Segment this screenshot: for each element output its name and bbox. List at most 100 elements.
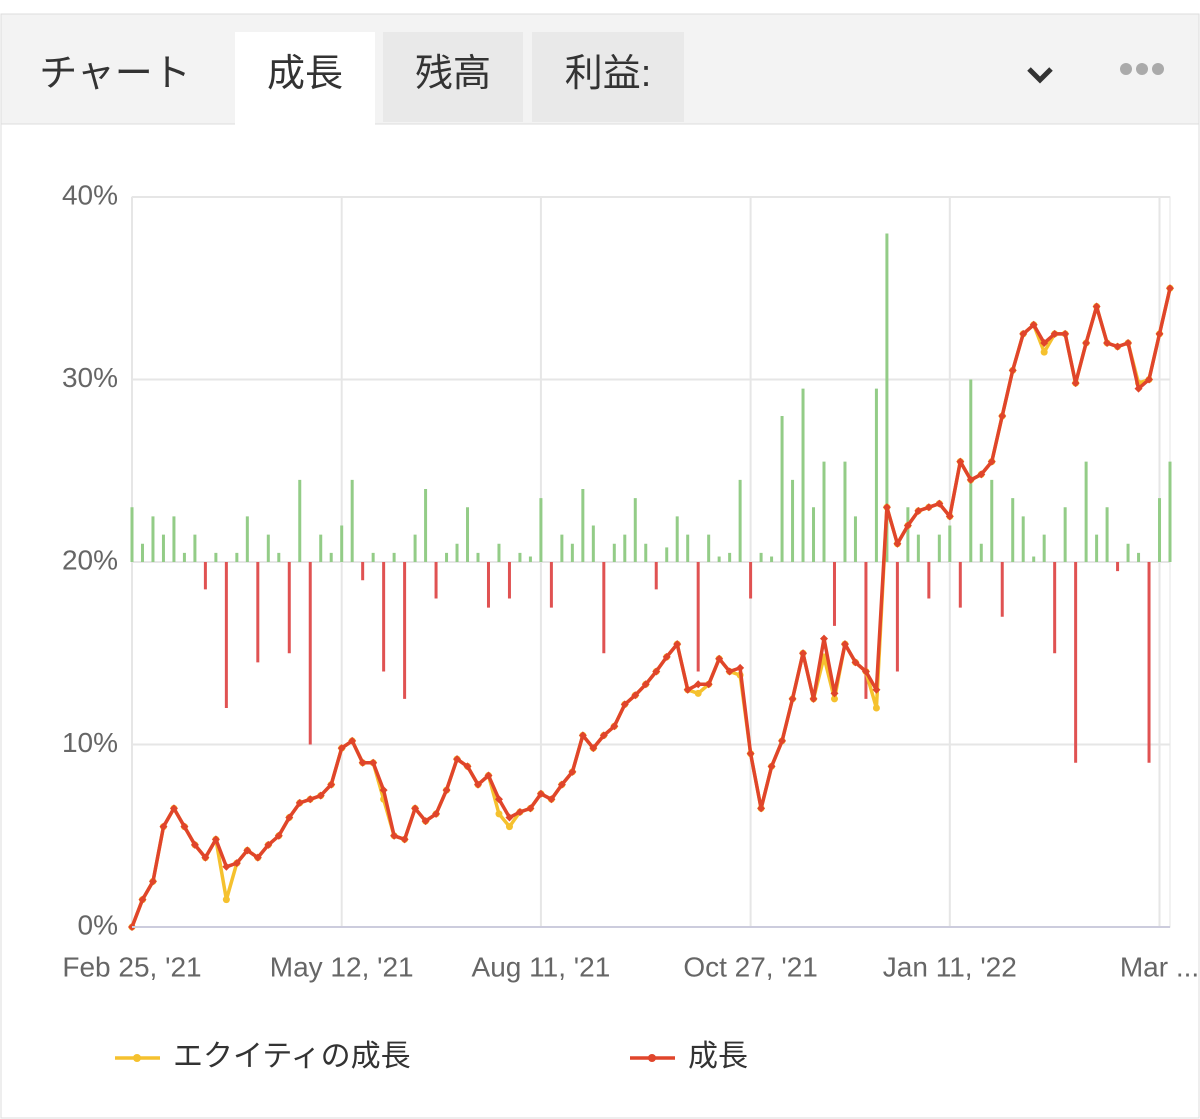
point [652, 667, 661, 676]
point [662, 652, 671, 661]
profit-bar [476, 552, 480, 562]
profit-bar [245, 516, 249, 562]
dot [1136, 63, 1148, 75]
profit-bar [224, 562, 228, 708]
point [1113, 342, 1122, 351]
profit-bar [1074, 562, 1078, 763]
profit-bar [507, 562, 511, 599]
point [295, 798, 304, 807]
more-icon[interactable] [1120, 63, 1164, 75]
point [463, 762, 472, 771]
profit-bar [340, 525, 344, 562]
profit-bar [1063, 507, 1067, 562]
point [495, 810, 503, 818]
profit-bar [948, 525, 952, 562]
profit-bar [612, 543, 616, 562]
profit-bar [759, 552, 763, 562]
legend-label: 成長 [688, 1040, 748, 1073]
point [201, 853, 210, 862]
point [264, 840, 273, 849]
profit-bar [424, 489, 428, 562]
profit-bar [581, 489, 585, 562]
y-tick-label: 20% [62, 544, 118, 575]
profit-bar [1011, 498, 1015, 562]
profit-bar [203, 562, 207, 590]
profit-bar [990, 479, 994, 562]
tab-label[interactable]: 残高 [415, 53, 491, 95]
profit-bar [466, 507, 470, 562]
profit-bar [623, 534, 627, 562]
profit-bar [864, 562, 868, 699]
x-tick-label: Mar ... [1120, 951, 1199, 982]
profit-bar [874, 388, 878, 562]
point [253, 853, 262, 862]
point [956, 457, 965, 466]
profit-bar [696, 562, 700, 672]
dropdown-icon[interactable] [1027, 67, 1053, 84]
x-tick-label: May 12, '21 [270, 951, 414, 982]
legend-marker [648, 1054, 656, 1062]
series-line [130, 287, 1172, 928]
profit-bar [602, 562, 606, 654]
profit-bar [1021, 516, 1025, 562]
profit-bar [707, 534, 711, 562]
profit-bar [549, 562, 553, 608]
profit-bar [812, 507, 816, 562]
tab-label[interactable]: 成長 [267, 53, 343, 95]
point [1050, 329, 1059, 338]
point [903, 521, 912, 530]
bars [130, 233, 1172, 763]
point [1040, 348, 1048, 356]
point [148, 877, 157, 886]
profit-bar [371, 552, 375, 562]
point [1082, 339, 1091, 347]
point [935, 499, 944, 508]
point [1155, 329, 1164, 338]
profit-bar [497, 543, 501, 562]
point [683, 685, 692, 694]
profit-bar [361, 562, 365, 581]
point [882, 503, 891, 512]
tab[interactable] [383, 32, 523, 122]
tab-label[interactable]: チャート [39, 53, 191, 95]
profit-bar [382, 562, 386, 672]
x-tick-label: Oct 27, '21 [683, 951, 818, 982]
profit-bar [308, 562, 312, 745]
profit-bar [350, 479, 354, 562]
point [820, 634, 828, 643]
profit-bar [172, 516, 176, 562]
profit-bar [979, 543, 983, 562]
profit-bar [1105, 507, 1109, 562]
profit-bar [277, 552, 281, 562]
point [1092, 302, 1101, 311]
tab[interactable] [532, 32, 684, 122]
point [211, 835, 220, 844]
x-tick-label: Jan 11, '22 [883, 951, 1017, 982]
profit-bar [958, 562, 962, 608]
point [1019, 329, 1028, 338]
profit-bar [392, 552, 396, 562]
profit-bar [298, 479, 302, 562]
point [830, 695, 838, 703]
point [746, 749, 755, 758]
y-tick-label: 0% [78, 909, 118, 940]
point [924, 503, 933, 512]
point [1166, 284, 1174, 293]
profit-bar [1000, 562, 1004, 617]
tab-label[interactable]: 利益: [565, 53, 652, 95]
profit-bar [780, 416, 784, 562]
point [736, 663, 745, 672]
point [222, 896, 230, 904]
profit-bar [486, 562, 490, 608]
point [369, 758, 378, 767]
point [1040, 339, 1049, 347]
dot [1120, 63, 1132, 75]
point [715, 654, 724, 663]
profit-bar [1126, 543, 1130, 562]
point [589, 744, 598, 753]
profit-bar [287, 562, 291, 654]
dot [1152, 63, 1164, 75]
point [327, 780, 336, 789]
tab-active[interactable] [235, 32, 375, 125]
